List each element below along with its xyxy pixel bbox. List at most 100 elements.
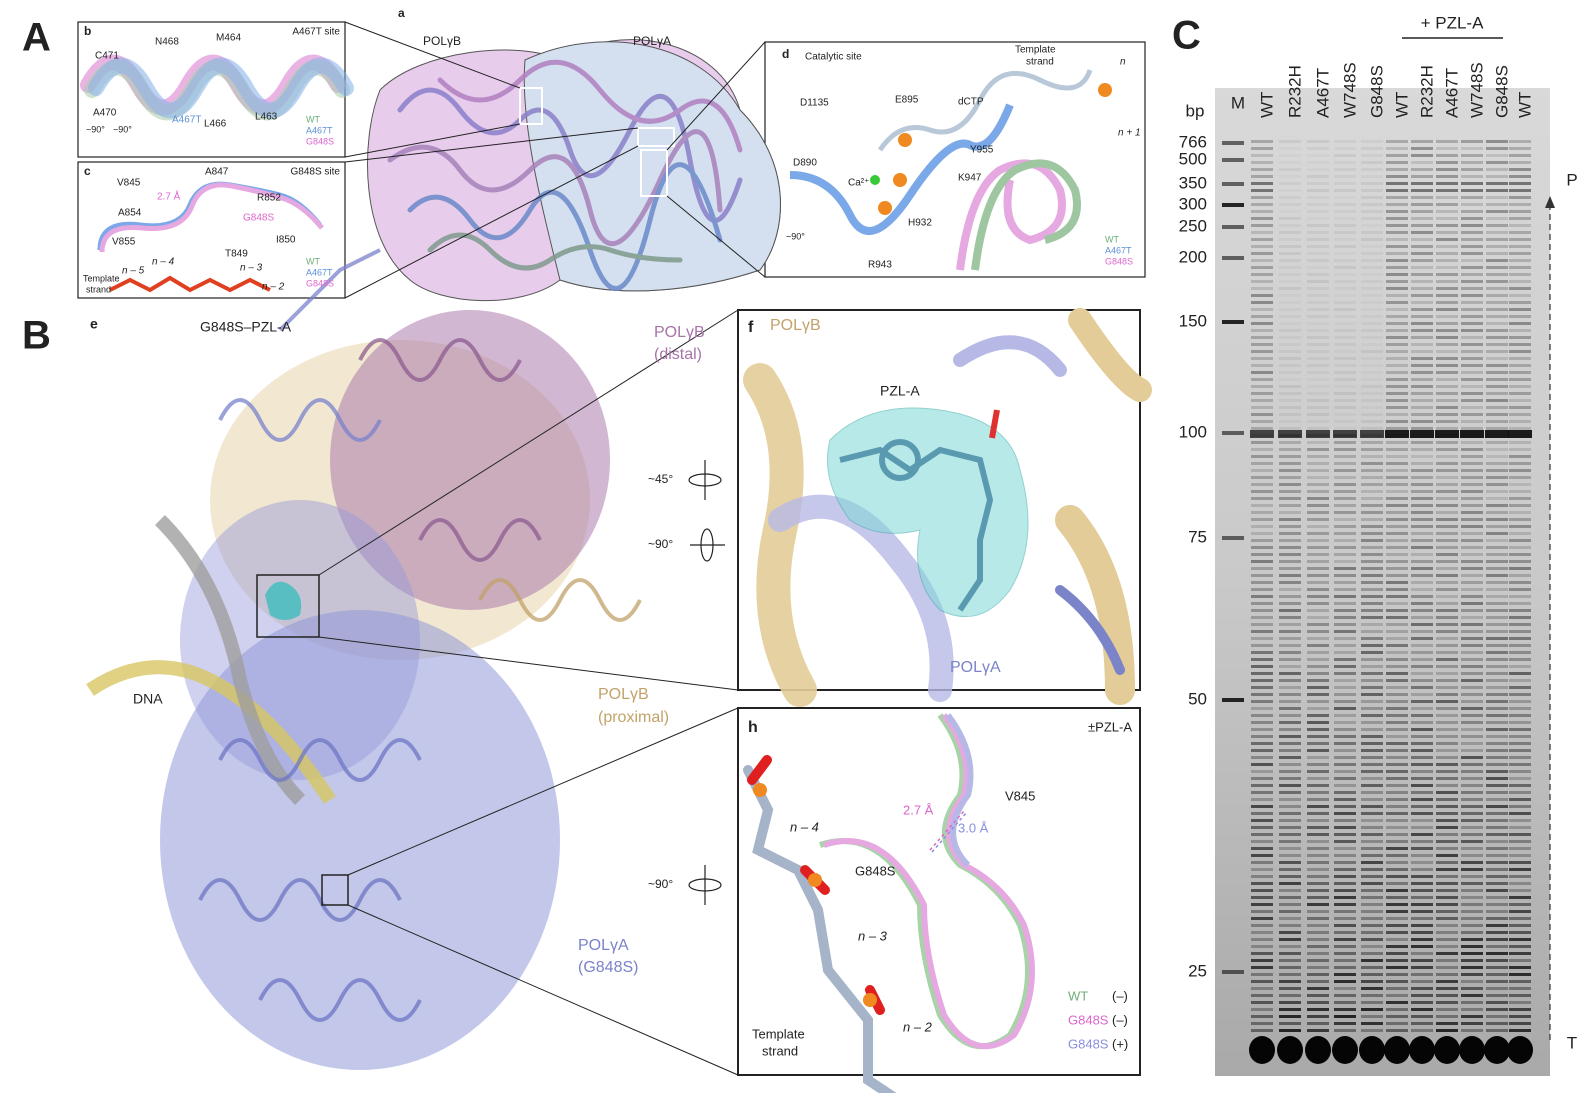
gel-band (1279, 903, 1301, 906)
gel-band (1486, 238, 1508, 241)
gel-band (1509, 238, 1531, 241)
gel-band (1461, 406, 1483, 409)
gel-band (1486, 280, 1508, 283)
gel-band (1509, 826, 1531, 829)
ladder-band (1222, 970, 1244, 974)
gel-band (1386, 700, 1408, 703)
gel-band (1307, 658, 1329, 661)
gel-band (1461, 539, 1483, 542)
gel-band (1279, 441, 1301, 444)
gel-band (1486, 980, 1508, 983)
gel-band (1461, 385, 1483, 388)
gel-band (1436, 476, 1458, 479)
gel-band (1307, 147, 1329, 150)
gel-band (1334, 735, 1356, 738)
gel-band (1279, 1001, 1301, 1004)
gel-band (1411, 224, 1433, 227)
residue: D890 (793, 158, 817, 169)
gel-band (1361, 413, 1383, 416)
gel-band (1509, 525, 1531, 528)
gel-band (1461, 427, 1483, 430)
gel-band (1279, 679, 1301, 682)
gel-band (1307, 812, 1329, 815)
gel-band (1486, 245, 1508, 248)
gel-band (1436, 308, 1458, 311)
gel-band (1279, 602, 1301, 605)
legend-entry: (–) (1112, 1012, 1128, 1027)
gel-band (1361, 385, 1383, 388)
gel-band (1386, 294, 1408, 297)
gel-band (1386, 966, 1408, 969)
gel-band (1436, 553, 1458, 556)
gel-band (1411, 210, 1433, 213)
gel-band (1509, 658, 1531, 661)
gel-band (1436, 623, 1458, 626)
gel-band (1461, 595, 1483, 598)
gel-band (1461, 343, 1483, 346)
gel-band (1386, 609, 1408, 612)
gel-band (1279, 637, 1301, 640)
gel-band (1251, 931, 1273, 934)
gel-band (1436, 357, 1458, 360)
gel-band (1386, 399, 1408, 402)
gel-band (1279, 378, 1301, 381)
gel-band (1411, 833, 1433, 836)
gel-band (1411, 952, 1433, 955)
panel-letter: C (1172, 14, 1201, 58)
gel-band (1436, 287, 1458, 290)
gel-band (1307, 952, 1329, 955)
gel-band (1361, 189, 1383, 192)
gel-band (1461, 567, 1483, 570)
gel-band (1307, 343, 1329, 346)
gel-band (1334, 980, 1356, 983)
gel-band (1386, 826, 1408, 829)
dna-label: DNA (133, 691, 163, 707)
residue: M464 (216, 33, 241, 44)
gel-band (1486, 203, 1508, 206)
residue: A467T (172, 115, 201, 126)
free-template (1409, 1036, 1435, 1064)
gel-band (1386, 910, 1408, 913)
gel-band (1509, 931, 1531, 934)
gel-band (1411, 637, 1433, 640)
gel-band (1251, 581, 1273, 584)
gel-band (1307, 1001, 1329, 1004)
ladder-label: 200 (1179, 247, 1207, 266)
legend-entry: G848S (306, 136, 334, 146)
gel-band (1486, 1015, 1508, 1018)
gel-band (1361, 644, 1383, 647)
gel-band (1461, 413, 1483, 416)
gel-band (1334, 413, 1356, 416)
gel-band (1509, 539, 1531, 542)
gel-band (1251, 686, 1273, 689)
gel-band (1411, 602, 1433, 605)
gel-band (1509, 567, 1531, 570)
gel-band (1461, 868, 1483, 871)
gel-band (1279, 756, 1301, 759)
zoom-box (637, 127, 675, 147)
gel-band (1509, 735, 1531, 738)
gel-band (1334, 840, 1356, 843)
gel-band (1334, 889, 1356, 892)
gel-band (1386, 168, 1408, 171)
residue: dCTP (958, 97, 984, 108)
gel-band (1279, 210, 1301, 213)
gel-band (1436, 665, 1458, 668)
gel-band (1279, 560, 1301, 563)
gel-band (1436, 973, 1458, 976)
gel-band (1486, 546, 1508, 549)
gel-band (1509, 504, 1531, 507)
gel-band (1279, 616, 1301, 619)
gel-band (1411, 203, 1433, 206)
gel-band (1509, 210, 1531, 213)
gel-band (1361, 868, 1383, 871)
gel-band (1509, 196, 1531, 199)
gel-band (1486, 217, 1508, 220)
gel-band (1436, 413, 1458, 416)
gel-band (1251, 154, 1273, 157)
ladder-band (1222, 256, 1244, 260)
gel-band (1486, 329, 1508, 332)
gel-band (1436, 378, 1458, 381)
gel-band (1411, 175, 1433, 178)
